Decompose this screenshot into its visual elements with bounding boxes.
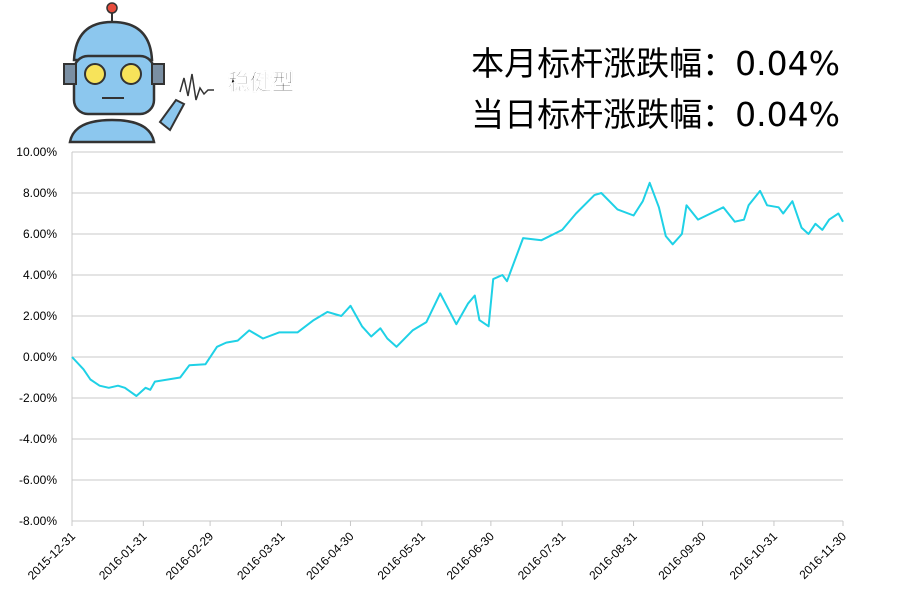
x-tick-label: 2016-03-31 bbox=[234, 529, 288, 583]
y-tick-label: 6.00% bbox=[23, 227, 57, 241]
line-series bbox=[71, 181, 844, 397]
y-tick-label: -4.00% bbox=[19, 432, 57, 446]
x-tick-label: 2015-12-31 bbox=[25, 529, 79, 583]
x-tick-label: 2016-08-31 bbox=[586, 529, 640, 583]
x-tick-label: 2016-06-30 bbox=[444, 529, 498, 583]
annotation: 本月标杆涨跌幅：0.04% bbox=[471, 44, 840, 83]
y-tick-label: 4.00% bbox=[23, 268, 57, 282]
y-tick-label: 10.00% bbox=[16, 145, 57, 159]
robot-logo: 稳健型 bbox=[63, 2, 294, 144]
y-tick-label: 8.00% bbox=[23, 186, 57, 200]
x-tick-label: 2016-11-30 bbox=[796, 529, 849, 582]
x-tick-label: 2016-05-31 bbox=[375, 529, 429, 583]
badge: 稳健型 bbox=[228, 70, 294, 96]
y-tick-label: 0.00% bbox=[23, 350, 57, 364]
x-tick-label: 2016-09-30 bbox=[655, 529, 709, 583]
y-tick-label: -6.00% bbox=[19, 473, 57, 487]
x-tick-label: 2016-04-30 bbox=[303, 529, 357, 583]
y-tick-label: -2.00% bbox=[19, 391, 57, 405]
y-tick-label: -8.00% bbox=[19, 514, 57, 528]
x-tick-label: 2016-07-31 bbox=[515, 529, 569, 583]
y-tick-label: 2.00% bbox=[23, 309, 57, 323]
x-tick-label: 2016-01-31 bbox=[96, 529, 150, 583]
x-tick-label: 2016-10-31 bbox=[727, 529, 781, 583]
annotation: 当日标杆涨跌幅：0.04% bbox=[471, 95, 840, 134]
x-tick-label: 2016-02-29 bbox=[163, 529, 217, 583]
